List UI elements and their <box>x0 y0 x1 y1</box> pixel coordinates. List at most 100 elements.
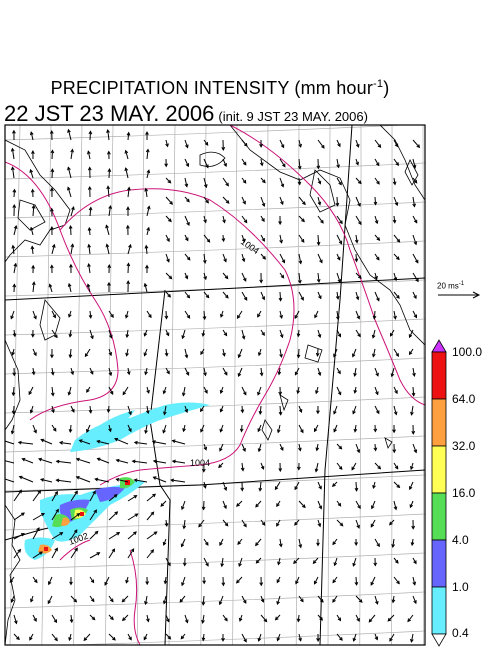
wind-vector-head <box>12 188 17 193</box>
wind-vector <box>70 225 72 236</box>
wind-vector <box>219 538 224 546</box>
wind-vector <box>11 595 15 603</box>
wind-vector <box>355 443 360 453</box>
wind-vector <box>260 158 263 166</box>
wind-vector-head <box>294 371 299 376</box>
wind-vector-head <box>38 457 43 462</box>
wind-vector <box>32 551 43 559</box>
wind-vector <box>298 405 302 413</box>
wind-vector-head <box>18 489 22 494</box>
grid-line <box>422 125 425 645</box>
wind-vector-head <box>258 410 263 415</box>
legend-label-0-4: 0.4 <box>452 626 469 640</box>
wind-vector-head <box>113 494 118 498</box>
wind-vector <box>336 614 341 621</box>
wind-vector-head <box>224 371 228 376</box>
wind-vector <box>184 614 188 623</box>
grid-line <box>5 318 425 336</box>
wind-vector-head <box>144 371 148 376</box>
wind-vector-head <box>50 225 54 230</box>
wind-vector-head <box>55 478 60 483</box>
wind-vector <box>126 329 129 338</box>
wind-vector <box>336 367 341 374</box>
wind-vector-head <box>353 389 358 394</box>
wind-vector <box>97 440 110 445</box>
wind-vector-head <box>125 224 130 229</box>
wind-vector-head <box>125 314 129 319</box>
wind-vector-head <box>91 616 96 621</box>
wind-vector-head <box>296 354 301 359</box>
wind-vector <box>255 500 262 508</box>
wind-vector <box>241 272 247 282</box>
wind-vector <box>28 386 34 395</box>
wind-vector-head <box>114 511 119 515</box>
wind-vector <box>298 234 305 243</box>
wind-vector-head <box>354 581 359 586</box>
wind-vector <box>370 576 376 586</box>
wind-vector <box>370 519 376 528</box>
wind-vector-head <box>51 243 56 248</box>
wind-vector-head <box>237 373 242 378</box>
wind-vector-head <box>302 504 306 509</box>
wind-vector-head <box>371 334 376 339</box>
wind-vector <box>393 348 399 357</box>
wind-vector <box>336 196 338 206</box>
wind-vector <box>106 244 110 255</box>
wind-vector-head <box>130 548 135 553</box>
wind-vector-head <box>90 579 95 584</box>
wind-vector-head <box>12 283 17 288</box>
wind-vector <box>70 513 80 521</box>
wind-vector <box>87 151 91 160</box>
wind-vector <box>259 481 262 491</box>
wind-vector <box>412 139 420 148</box>
wind-vector <box>145 188 148 198</box>
wind-vector-head <box>13 224 18 230</box>
wind-vector <box>203 272 207 280</box>
wind-vector-head <box>31 333 35 338</box>
wind-vector-head <box>337 502 342 507</box>
wind-vector <box>56 460 72 464</box>
wind-vector <box>373 310 376 319</box>
wind-vector <box>89 329 94 339</box>
wind-vector-head <box>203 184 208 189</box>
wind-vector-head <box>338 466 343 471</box>
wind-vector <box>184 291 190 299</box>
wind-vector <box>279 538 282 547</box>
grid-line <box>391 125 393 645</box>
wind-vector-head <box>354 239 359 244</box>
wind-vector-head <box>69 263 73 268</box>
wind-vector <box>355 139 359 148</box>
wind-vector-head <box>202 259 207 264</box>
wind-vector-head <box>260 465 265 470</box>
wind-vector <box>297 614 300 622</box>
wind-vector-head <box>339 522 344 527</box>
wind-vector-head <box>83 637 88 642</box>
wind-vector-head <box>134 513 139 517</box>
wind-vector <box>389 633 395 642</box>
wind-vector-head <box>200 428 204 433</box>
wind-vector <box>203 215 207 223</box>
wind-vector-head <box>390 373 395 378</box>
wind-vector <box>51 405 55 413</box>
wind-vector-head <box>181 335 185 340</box>
wind-vector-head <box>355 143 360 148</box>
wind-vector-head <box>257 313 261 318</box>
wind-vector <box>355 215 362 225</box>
wind-vector-head <box>184 354 189 359</box>
wind-vector-head <box>181 582 185 587</box>
wind-vector <box>13 512 25 521</box>
wind-vector-head <box>280 447 284 452</box>
wind-vector <box>298 500 306 508</box>
wind-vector <box>412 386 415 396</box>
wind-vector-head <box>352 637 357 642</box>
wind-vector <box>297 348 300 358</box>
wind-vector-head <box>21 533 25 537</box>
wind-vector-head <box>298 637 302 642</box>
wind-vector <box>393 481 400 488</box>
wind-vector <box>108 494 118 502</box>
wind-vector <box>298 215 305 222</box>
wind-vector-head <box>59 532 64 536</box>
wind-vector <box>163 538 167 546</box>
wind-vector <box>260 196 265 207</box>
wind-vector-head <box>394 465 399 470</box>
